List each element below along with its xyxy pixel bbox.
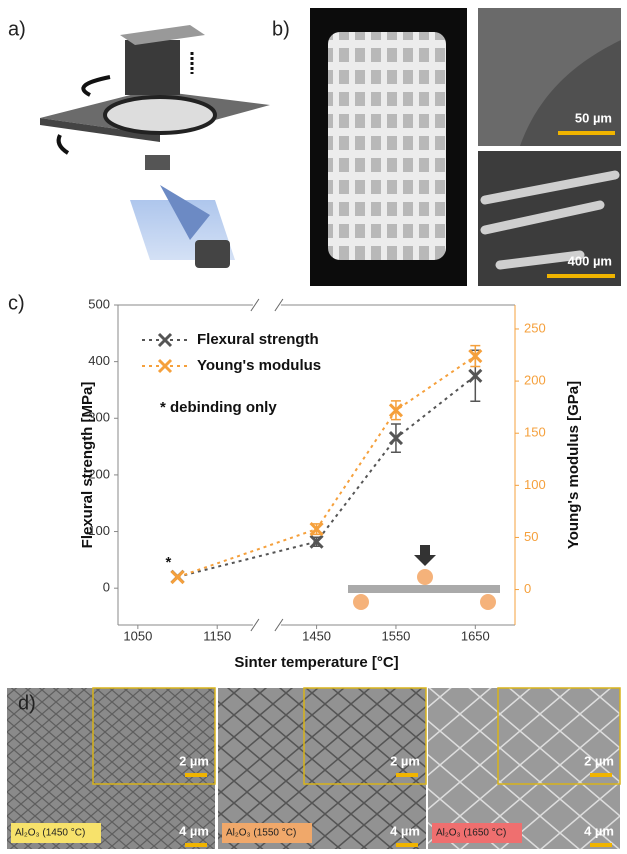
y-axis-label: Flexural strength [MPa] xyxy=(79,382,96,549)
legend-label: Young's modulus xyxy=(197,357,321,374)
y2-tick-label: 200 xyxy=(524,373,546,388)
printer-schematic xyxy=(40,25,270,268)
inset xyxy=(304,688,426,784)
lattice-cylinder xyxy=(328,32,446,260)
x-tick-label: 1450 xyxy=(302,628,331,643)
inset xyxy=(93,688,215,784)
legend-label: Flexural strength xyxy=(197,331,319,348)
y-tick-label: 0 xyxy=(103,580,110,595)
x-tick-label: 1650 xyxy=(461,628,490,643)
y2-tick-label: 100 xyxy=(524,477,546,492)
inset-scale-label: 2 µm xyxy=(584,753,614,768)
scale-label: 4 µm xyxy=(390,823,420,838)
y2-tick-label: 150 xyxy=(524,425,546,440)
point xyxy=(172,571,184,583)
three-point-bending-sketch xyxy=(348,545,500,610)
y2-tick-label: 0 xyxy=(524,581,531,596)
inset-scale-label: 2 µm xyxy=(179,753,209,768)
scale-label: 4 µm xyxy=(584,823,614,838)
legend-marker xyxy=(159,334,171,346)
panel-label: d) xyxy=(18,692,36,714)
series-line xyxy=(178,356,476,577)
x-axis-label: Sinter temperature [°C] xyxy=(234,654,398,671)
y-tick-label: 400 xyxy=(88,353,110,368)
panel-label: c) xyxy=(8,292,25,314)
annotation: * debinding only xyxy=(160,399,277,416)
sample-label: Al₂O₃ (1650 °C) xyxy=(436,828,506,839)
sample-label: Al₂O₃ (1550 °C) xyxy=(226,828,296,839)
x-tick-label: 1550 xyxy=(381,628,410,643)
y2-tick-label: 50 xyxy=(524,529,538,544)
annotation: * xyxy=(166,554,172,571)
figure: a) b) 50 µm 400 µm c) 010020030040050005… xyxy=(0,0,627,849)
inset-scale-label: 2 µm xyxy=(390,753,420,768)
scale-label: 400 µm xyxy=(568,253,612,268)
panel-label: a) xyxy=(8,18,26,40)
y-tick-label: 500 xyxy=(88,296,110,311)
y2-tick-label: 250 xyxy=(524,320,546,335)
legend-marker xyxy=(159,360,171,372)
scale-label: 4 µm xyxy=(179,823,209,838)
inset xyxy=(498,688,620,784)
panel-label: b) xyxy=(272,18,290,40)
y2-axis-label: Young's modulus [GPa] xyxy=(565,381,582,549)
x-tick-label: 1050 xyxy=(123,628,152,643)
x-tick-label: 1150 xyxy=(203,628,231,643)
scale-label: 50 µm xyxy=(575,110,612,125)
sem-row: 2 µm 4 µm Al₂O₃ (1450 °C) 2 µm 4 µm Al₂O₃ (15… xyxy=(7,688,620,849)
sample-label: Al₂O₃ (1450 °C) xyxy=(15,828,85,839)
